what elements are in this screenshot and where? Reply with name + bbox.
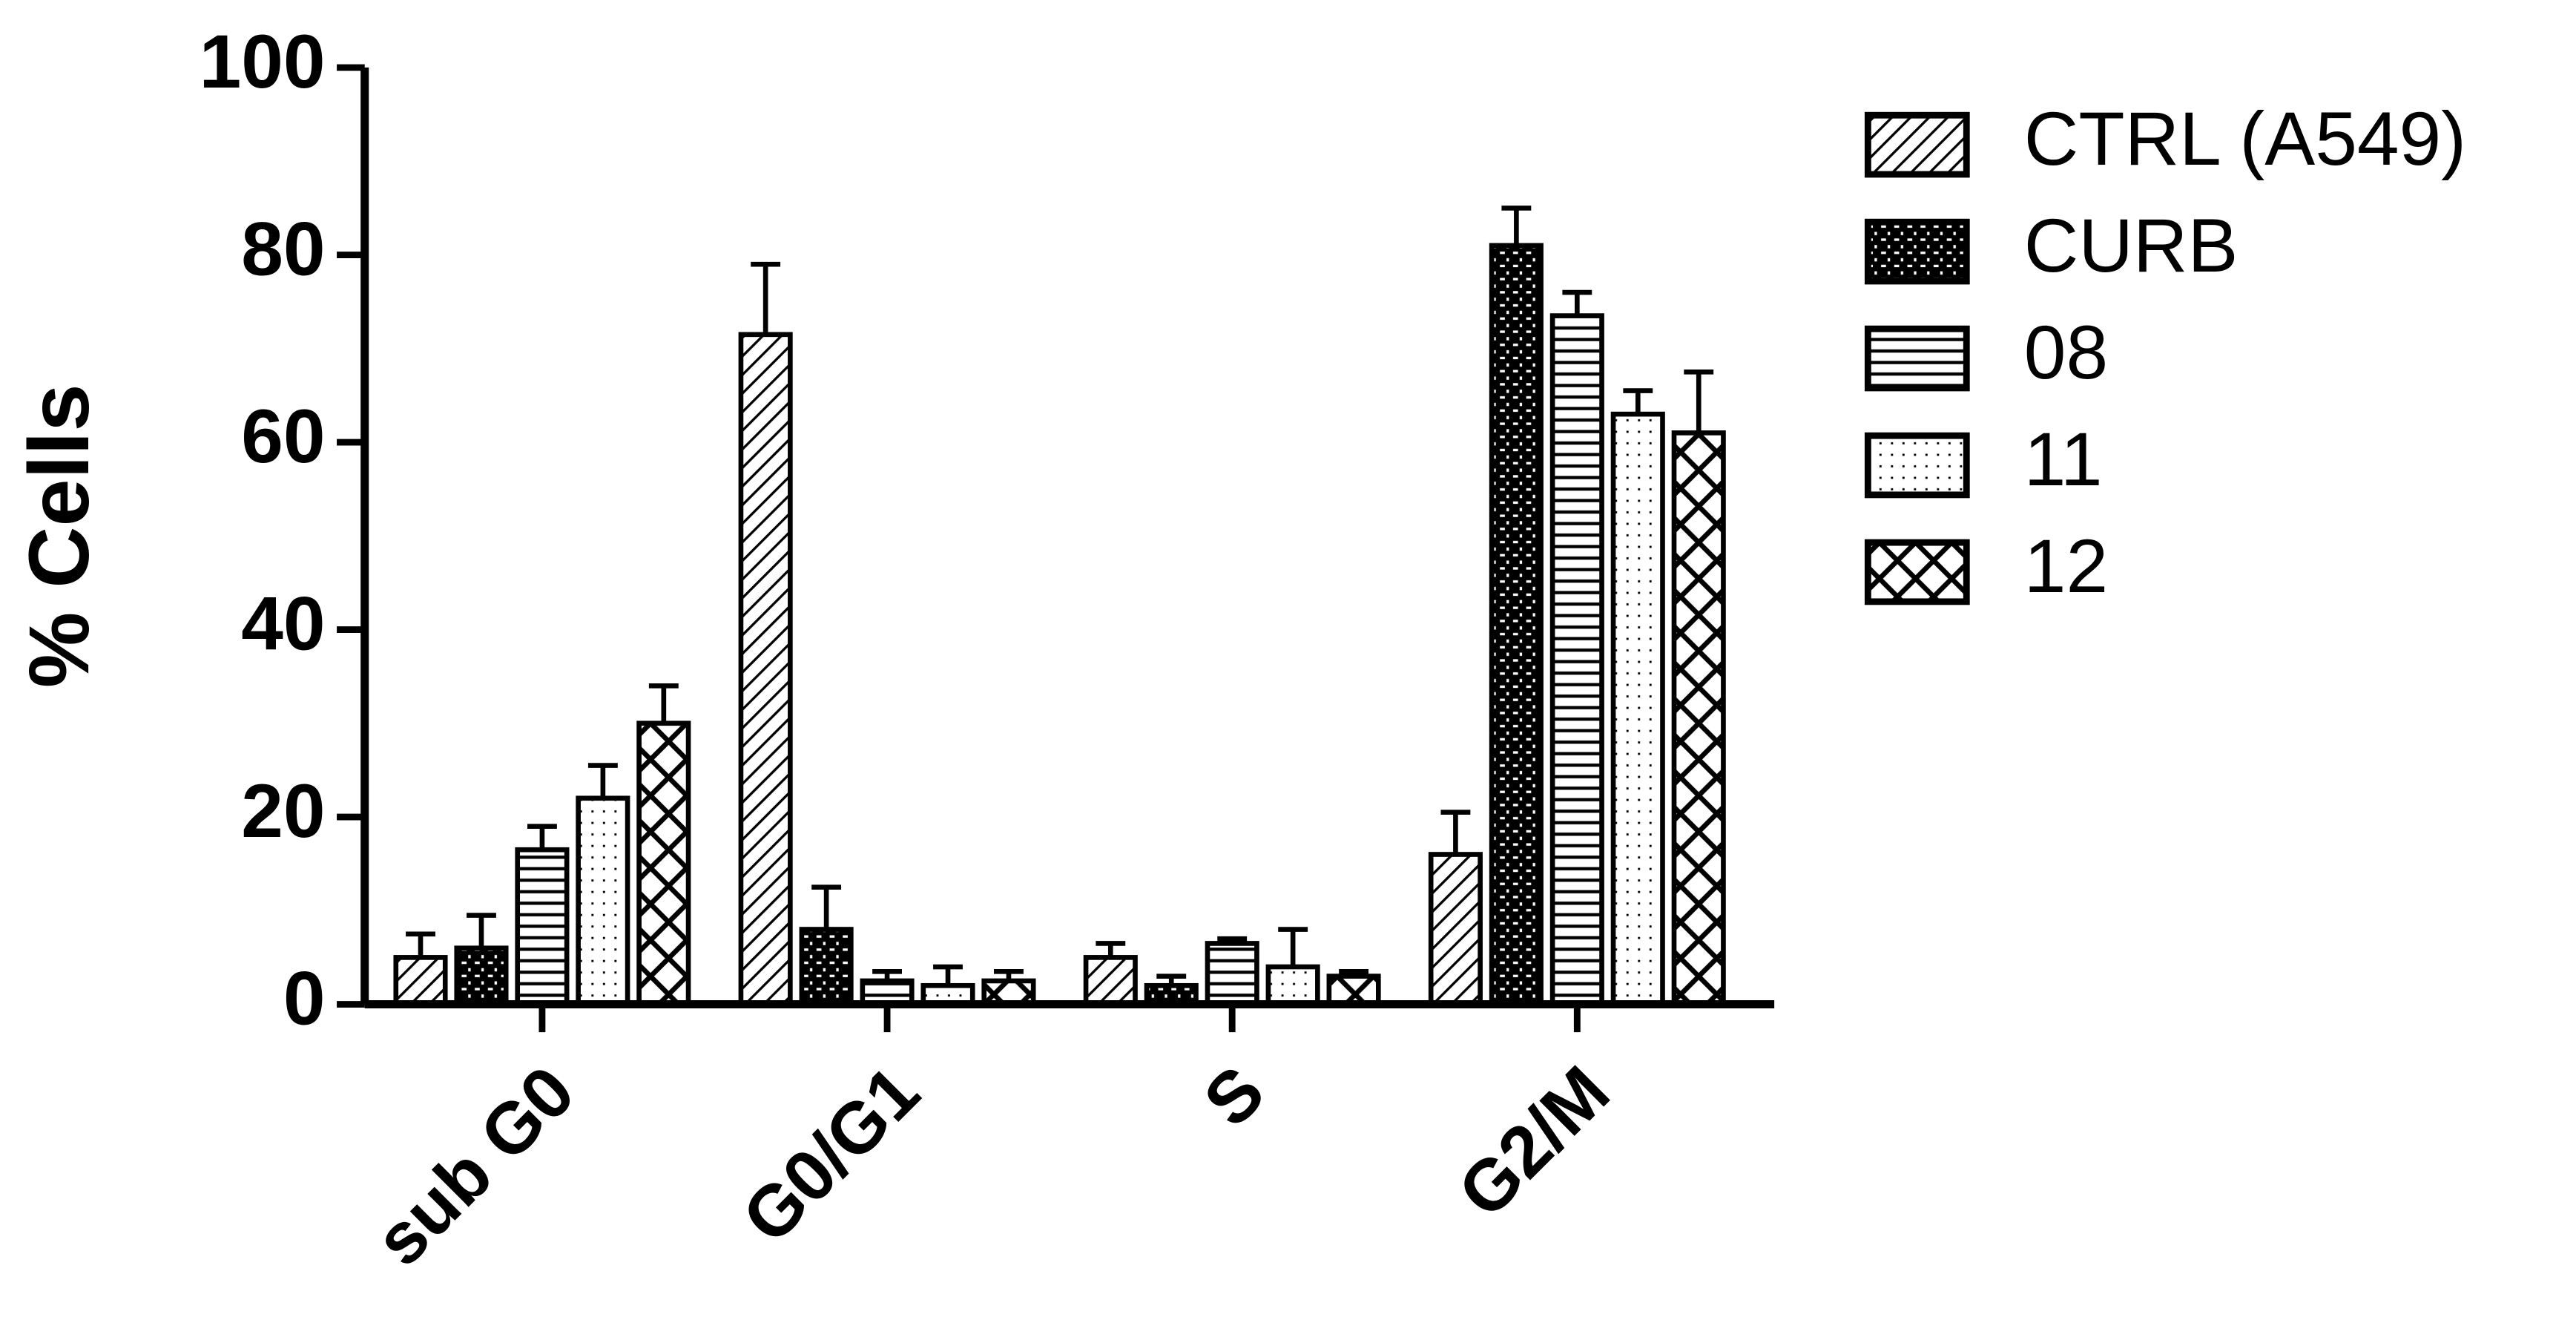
y-tick-label: 80 <box>241 206 325 291</box>
bar <box>738 332 793 1007</box>
legend-swatch <box>1864 111 1970 178</box>
legend-swatch <box>1864 325 1970 392</box>
y-tick-label: 40 <box>241 581 325 666</box>
bar <box>393 955 448 1007</box>
bar <box>515 847 570 1007</box>
x-tick-label: G0/G1 <box>727 1051 935 1258</box>
x-tick-label: S <box>1188 1051 1279 1142</box>
bar <box>636 720 691 1007</box>
legend-label: 08 <box>2024 310 2108 395</box>
bar <box>1671 430 1726 1007</box>
y-tick-label: 60 <box>241 394 325 479</box>
bar <box>1265 964 1320 1007</box>
bar <box>1489 243 1544 1007</box>
bar <box>1428 852 1483 1007</box>
bar <box>1326 973 1381 1007</box>
legend-swatch <box>1864 218 1970 285</box>
y-axis-label: % Cells <box>12 384 107 688</box>
legend-label: 12 <box>2024 524 2108 608</box>
bar <box>1205 941 1259 1007</box>
legend-label: 11 <box>2024 417 2103 502</box>
bar <box>576 795 630 1007</box>
legend-label: CTRL (A549) <box>2024 96 2466 181</box>
y-tick-label: 20 <box>241 769 325 853</box>
legend-swatch <box>1864 432 1970 499</box>
bar <box>1549 313 1604 1007</box>
bar <box>799 927 854 1007</box>
bar <box>454 945 509 1007</box>
bar <box>1083 955 1138 1007</box>
bar <box>1610 411 1665 1007</box>
legend-label: CURB <box>2024 203 2239 288</box>
y-tick-label: 0 <box>283 956 326 1040</box>
x-tick-label: sub G0 <box>359 1051 590 1281</box>
x-tick-label: G2/M <box>1443 1051 1625 1233</box>
legend-swatch <box>1864 539 1970 605</box>
y-tick-label: 100 <box>200 19 326 104</box>
